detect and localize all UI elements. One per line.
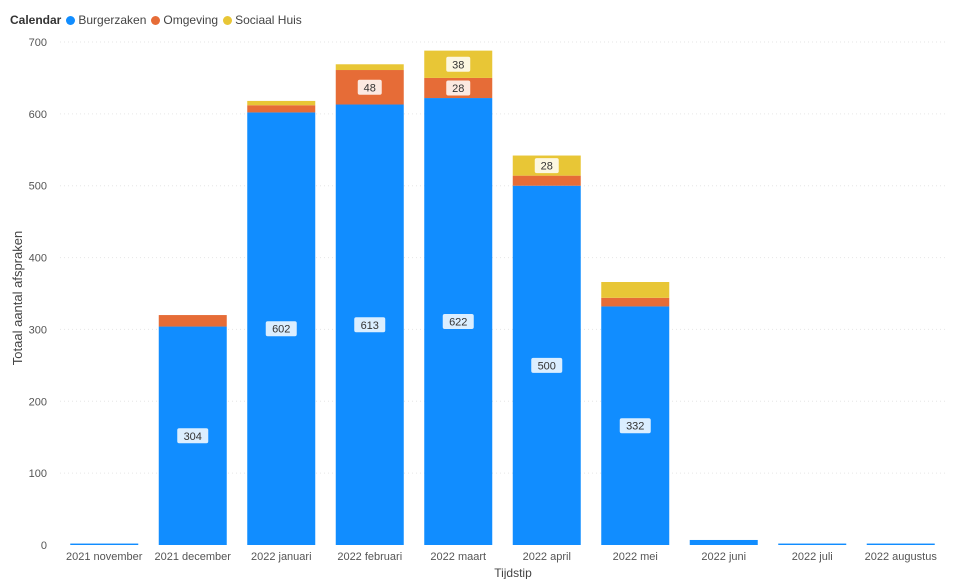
x-axis-label: Tijdstip: [494, 566, 532, 579]
x-tick-label-2022-maart: 2022 maart: [430, 551, 486, 563]
data-label-omgeving-2022-februari: 48: [364, 82, 376, 94]
y-tick-label: 200: [29, 396, 47, 408]
data-label-burgerzaken-2021-december: 304: [184, 431, 202, 443]
bar-burgerzaken-2021-november[interactable]: [70, 543, 139, 545]
bar-omgeving-2022-april[interactable]: [512, 175, 581, 186]
bar-omgeving-2022-mei[interactable]: [601, 297, 670, 307]
data-label-bg: [354, 317, 386, 333]
data-label-bg: [446, 56, 471, 72]
bar-burgerzaken-2022-juli[interactable]: [778, 543, 847, 545]
data-label-omgeving-2022-maart: 28: [452, 83, 464, 95]
data-label-bg: [442, 314, 474, 330]
legend-label-omgeving: Omgeving: [163, 13, 219, 27]
legend-item-omgeving[interactable]: Omgeving: [151, 13, 218, 27]
data-label-burgerzaken-2022-mei: 332: [626, 421, 644, 433]
legend-label-sociaal-huis: Sociaal Huis: [235, 13, 302, 27]
y-axis-label: Totaal aantal afspraken: [10, 231, 25, 365]
bar-sociaal-huis-2022-januari[interactable]: [247, 100, 316, 106]
data-label-bg: [619, 418, 651, 434]
bar-burgerzaken-2022-juni[interactable]: [689, 539, 758, 545]
x-tick-label-2022-februari: 2022 februari: [337, 551, 402, 563]
legend-marker-burgerzaken: [66, 15, 76, 25]
legend-marker-sociaal-huis: [223, 15, 233, 25]
x-tick-label-2021-november: 2021 november: [66, 551, 143, 563]
x-tick-label-2022-juli: 2022 juli: [792, 551, 833, 563]
x-tick-label-2021-december: 2021 december: [155, 551, 232, 563]
y-tick-label: 100: [29, 468, 47, 480]
bar-sociaal-huis-2022-mei[interactable]: [601, 282, 670, 298]
data-label-bg: [446, 80, 471, 96]
x-axis-ticks: 2021 november 2021 december 2022 januari 20…: [66, 551, 937, 563]
bar-sociaal-huis-2022-februari[interactable]: [335, 64, 404, 71]
y-tick-label: 300: [29, 324, 47, 336]
bars: [70, 50, 935, 546]
data-label-bg: [265, 321, 297, 337]
y-tick-label: 600: [29, 109, 47, 121]
y-axis-ticks: 0 100 200 300 400 500 600 700: [29, 37, 47, 552]
legend-item-sociaal-huis[interactable]: Sociaal Huis: [223, 13, 302, 27]
data-label-burgerzaken-2022-maart: 622: [449, 317, 467, 329]
data-label-bg: [357, 79, 382, 95]
x-tick-label-2022-juni: 2022 juni: [701, 551, 746, 563]
bar-omgeving-2021-december[interactable]: [158, 315, 227, 327]
bar-omgeving-2022-januari[interactable]: [247, 105, 316, 113]
data-label-bg: [531, 357, 563, 373]
legend-marker-omgeving: [151, 15, 161, 25]
x-tick-label-2022-januari: 2022 januari: [251, 551, 312, 563]
y-tick-label: 500: [29, 181, 47, 193]
data-label-bg: [534, 158, 559, 174]
legend-label-burgerzaken: Burgerzaken: [78, 13, 147, 27]
bar-burgerzaken-2022-augustus[interactable]: [866, 543, 935, 545]
data-label-bg: [177, 428, 209, 444]
data-label-sociaal-huis-2022-maart: 38: [452, 59, 464, 71]
data-label-sociaal-huis-2022-april: 28: [541, 161, 553, 173]
y-tick-label: 400: [29, 253, 47, 265]
data-label-burgerzaken-2022-januari: 602: [272, 324, 290, 336]
x-tick-label-2022-april: 2022 april: [523, 551, 571, 563]
x-tick-label-2022-mei: 2022 mei: [613, 551, 658, 563]
legend-title: Calendar: [10, 13, 62, 27]
data-label-burgerzaken-2022-april: 500: [538, 360, 556, 372]
data-label-burgerzaken-2022-februari: 613: [361, 320, 379, 332]
y-tick-label: 700: [29, 37, 47, 49]
data-labels: 304 602 613 48 622 28 38 500 28 332: [177, 56, 651, 444]
legend-item-burgerzaken[interactable]: Burgerzaken: [66, 13, 146, 27]
y-tick-label: 0: [41, 540, 47, 552]
legend: Calendar Burgerzaken Omgeving Sociaal Hu…: [10, 11, 307, 29]
x-tick-label-2022-augustus: 2022 augustus: [865, 551, 938, 563]
